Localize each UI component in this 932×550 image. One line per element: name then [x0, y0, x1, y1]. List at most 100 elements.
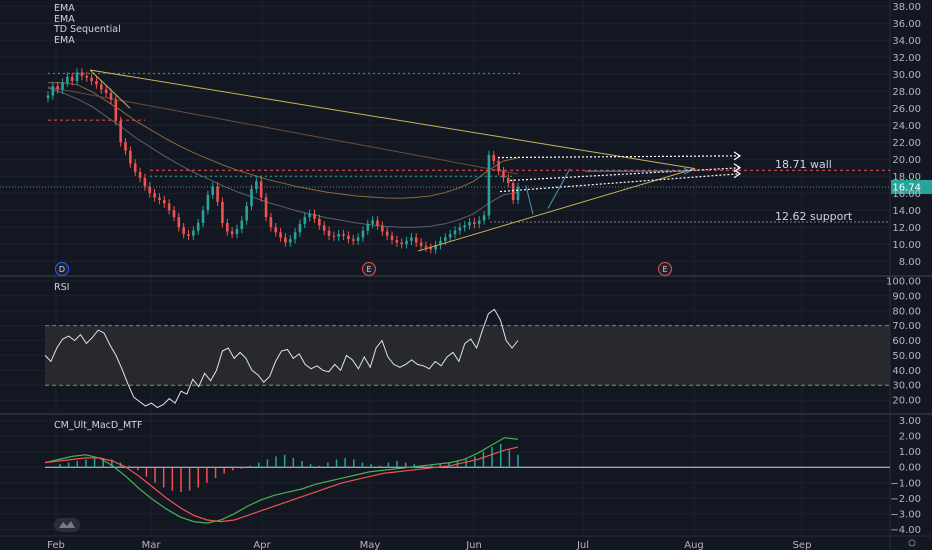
legend-ema-2[interactable]: EMA: [54, 13, 75, 25]
candle-body: [279, 232, 282, 238]
candle-body: [308, 213, 311, 218]
candle-body: [410, 237, 413, 241]
event-marker-label: D: [59, 265, 65, 274]
macd-pane[interactable]: [44, 437, 890, 532]
rsi-tick-label: 80.00: [892, 306, 921, 317]
price-tick-label: 34.00: [892, 36, 921, 47]
candle-body: [70, 76, 74, 82]
candle-body: [497, 160, 500, 172]
candle-body: [337, 234, 341, 237]
candle-body: [458, 227, 462, 231]
legend-ema-1[interactable]: EMA: [54, 3, 75, 14]
macd-tick-label: −4.00: [890, 525, 921, 536]
candle-body: [153, 193, 156, 198]
price-tick-label: 8.00: [899, 257, 921, 268]
rsi-label[interactable]: RSI: [54, 282, 70, 293]
time-tick-label: Jul: [576, 540, 589, 550]
time-tick-label: Jun: [465, 540, 482, 550]
event-marker-label: E: [366, 265, 371, 274]
logo-icon: [54, 518, 80, 532]
candle-body: [235, 228, 239, 235]
macd-label[interactable]: CM_Ult_MacD_MTF: [54, 420, 143, 431]
legend-td-sequential[interactable]: TD Sequential: [54, 24, 121, 35]
candle-body: [167, 203, 171, 211]
price-tick-label: 38.00: [892, 2, 921, 13]
candle-body: [221, 201, 224, 223]
candle-body: [255, 181, 258, 189]
candle-body: [390, 235, 394, 240]
candle-body: [192, 230, 195, 236]
candle-body: [492, 155, 496, 161]
candle-body: [80, 72, 84, 76]
projection-arrow: [499, 173, 741, 193]
candle-body: [351, 239, 355, 241]
candle-body: [303, 217, 307, 224]
candle-body: [196, 223, 200, 231]
candle-body: [376, 220, 379, 226]
candle-body: [332, 235, 336, 237]
candle-body: [240, 220, 244, 229]
teal-arrow-diagonal: [547, 168, 571, 209]
candle-body: [225, 223, 229, 232]
rsi-tick-label: 20.00: [892, 396, 921, 407]
ema-line-fast: [47, 87, 519, 228]
candle-body: [124, 142, 127, 151]
candle-body: [361, 230, 365, 238]
candle-body: [104, 89, 108, 93]
price-tick-label: 28.00: [892, 87, 921, 98]
rsi-band: [45, 325, 890, 386]
legend-ema-3[interactable]: EMA: [54, 34, 75, 46]
candle-body: [511, 183, 515, 201]
macd-tick-label: 3.00: [899, 416, 921, 427]
support-annotation: 12.62 support: [775, 210, 853, 223]
candle-body: [444, 237, 447, 241]
macd-tick-label: −3.00: [890, 509, 921, 520]
price-tick-label: 36.00: [892, 19, 921, 30]
candle-body: [395, 240, 399, 243]
macd-tick-label: −2.00: [890, 494, 921, 505]
price-pane[interactable]: 18.71 wall 12.62 support 16.74 D E E: [0, 68, 932, 276]
candle-body: [75, 72, 79, 82]
rsi-tick-label: 90.00: [892, 291, 921, 302]
candle-body: [298, 223, 302, 233]
candle-body: [502, 171, 505, 178]
candle-body: [405, 240, 408, 245]
ema-line-mid: [48, 82, 519, 199]
candle-body: [288, 239, 292, 243]
candle-body: [264, 197, 268, 218]
event-marker: [362, 262, 376, 276]
candle-body: [342, 234, 345, 236]
candle-body: [230, 231, 234, 235]
rsi-tick-label: 60.00: [892, 336, 921, 347]
macd-line: [44, 437, 519, 524]
indicator-legend[interactable]: EMA EMA TD Sequential EMA: [54, 3, 121, 46]
projection-arrow-head: [733, 151, 742, 161]
candle-body: [453, 230, 457, 235]
rsi-pane[interactable]: [44, 308, 890, 409]
candle-body: [516, 186, 520, 201]
price-tick-label: 30.00: [892, 70, 921, 81]
candle-body: [109, 92, 113, 100]
candle-body: [327, 230, 331, 236]
price-tick-label: 16.00: [892, 189, 921, 200]
candle-body: [216, 186, 219, 202]
event-marker: [55, 262, 69, 276]
candle-body: [463, 225, 467, 228]
candle-body: [434, 245, 437, 250]
candle-body: [99, 84, 103, 90]
candle-body: [259, 181, 263, 198]
teal-arrow-head: [683, 167, 692, 175]
rsi-tick-label: 50.00: [892, 351, 921, 362]
candle-body: [245, 206, 248, 221]
triangle-upper-trendline: [89, 69, 696, 170]
candle-body: [284, 237, 287, 243]
time-tick-label: Aug: [684, 540, 704, 550]
ema-line-slow: [47, 86, 519, 175]
price-tick-label: 22.00: [892, 138, 921, 149]
axes: 8.00 10.00 12.00 14.00 16.00 18.00 20.00 22.00 2…: [47, 2, 921, 550]
candle-body: [51, 86, 55, 96]
candle-body: [366, 223, 370, 231]
candle-body: [46, 95, 50, 99]
